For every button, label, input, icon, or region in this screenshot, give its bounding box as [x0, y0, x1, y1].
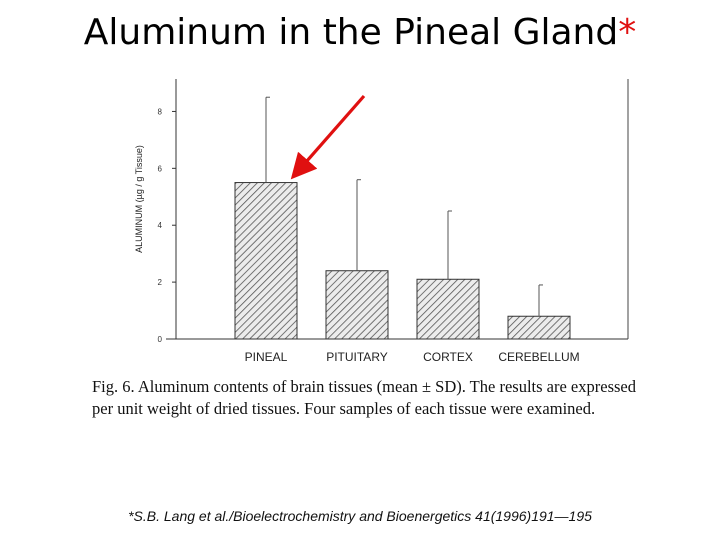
y-tick-label: 2	[158, 278, 163, 287]
x-tick-label: CORTEX	[423, 350, 473, 364]
y-tick-label: 4	[158, 221, 163, 230]
bar-cerebellum	[507, 315, 571, 340]
x-tick-label: PITUITARY	[326, 350, 388, 364]
bar-pituitary	[325, 270, 389, 340]
bar-cortex	[416, 278, 480, 340]
bar-chart: 0 2 4 6 8 ALUMINUM (µg / g Tissue) PINEAL PITUI…	[134, 79, 629, 364]
slide-title: Aluminum in the Pineal Gland*	[0, 12, 720, 53]
citation: *S.B. Lang et al./Bioelectrochemistry an…	[128, 508, 592, 524]
y-tick-label: 8	[158, 107, 163, 116]
bar-pineal	[234, 182, 298, 340]
title-text: Aluminum in the Pineal Gland	[83, 12, 619, 53]
y-tick-label: 6	[158, 164, 163, 173]
title-asterisk: *	[618, 12, 637, 53]
figure-caption: Fig. 6. Aluminum contents of brain tissu…	[92, 377, 636, 418]
highlight-arrow	[290, 94, 366, 180]
x-tick-label: PINEAL	[245, 350, 288, 364]
y-tick-label: 0	[158, 335, 163, 344]
y-axis-label: ALUMINUM (µg / g Tissue)	[134, 145, 144, 253]
x-tick-label: CEREBELLUM	[498, 350, 579, 364]
